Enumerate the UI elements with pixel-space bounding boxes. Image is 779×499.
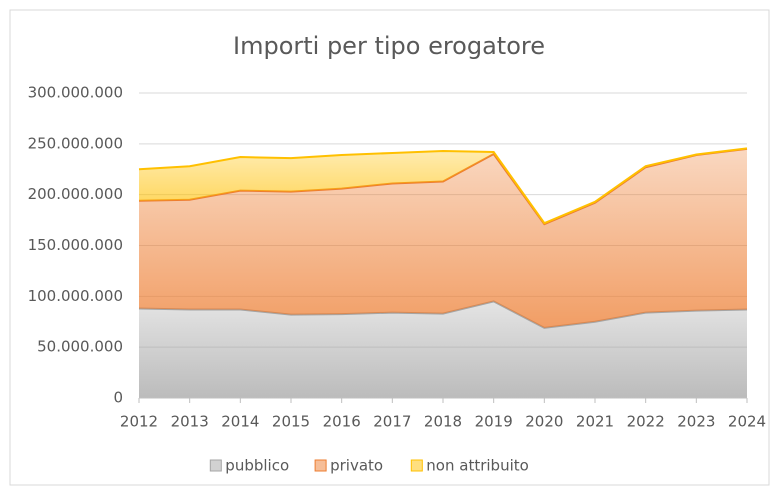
y-tick-label: 100.000.000 [28,287,123,305]
x-tick-label: 2015 [272,413,310,431]
legend-label: privato [330,457,383,475]
y-tick-label: 150.000.000 [28,236,123,254]
x-tick-label: 2024 [728,413,766,431]
area-fill [139,301,747,398]
legend-swatch [209,459,222,472]
x-tick-label: 2023 [677,413,715,431]
y-tick-label: 200.000.000 [28,185,123,203]
area-fill [139,148,747,328]
x-tick-label: 2018 [424,413,462,431]
x-tick-label: 2016 [323,413,361,431]
area-fill [139,148,747,225]
legend-label: pubblico [225,457,289,475]
legend-label: non attribuito [426,457,529,475]
x-tick-label: 2021 [576,413,614,431]
x-tick-label: 2020 [525,413,563,431]
chart-title: Importi per tipo erogatore [233,32,545,60]
y-tick-label: 50.000.000 [37,338,123,356]
area-line [138,147,748,225]
x-tick-label: 2017 [373,413,411,431]
y-tick-label: 250.000.000 [28,134,123,152]
x-tick-label: 2014 [221,413,259,431]
x-tick-label: 2013 [171,413,209,431]
legend-swatch [314,459,327,472]
x-tick-label: 2019 [475,413,513,431]
x-tick-label: 2012 [120,413,158,431]
y-tick-label: 0 [113,389,123,407]
y-tick-label: 300.000.000 [28,84,123,102]
legend-swatch [410,459,423,472]
x-tick-label: 2022 [627,413,665,431]
